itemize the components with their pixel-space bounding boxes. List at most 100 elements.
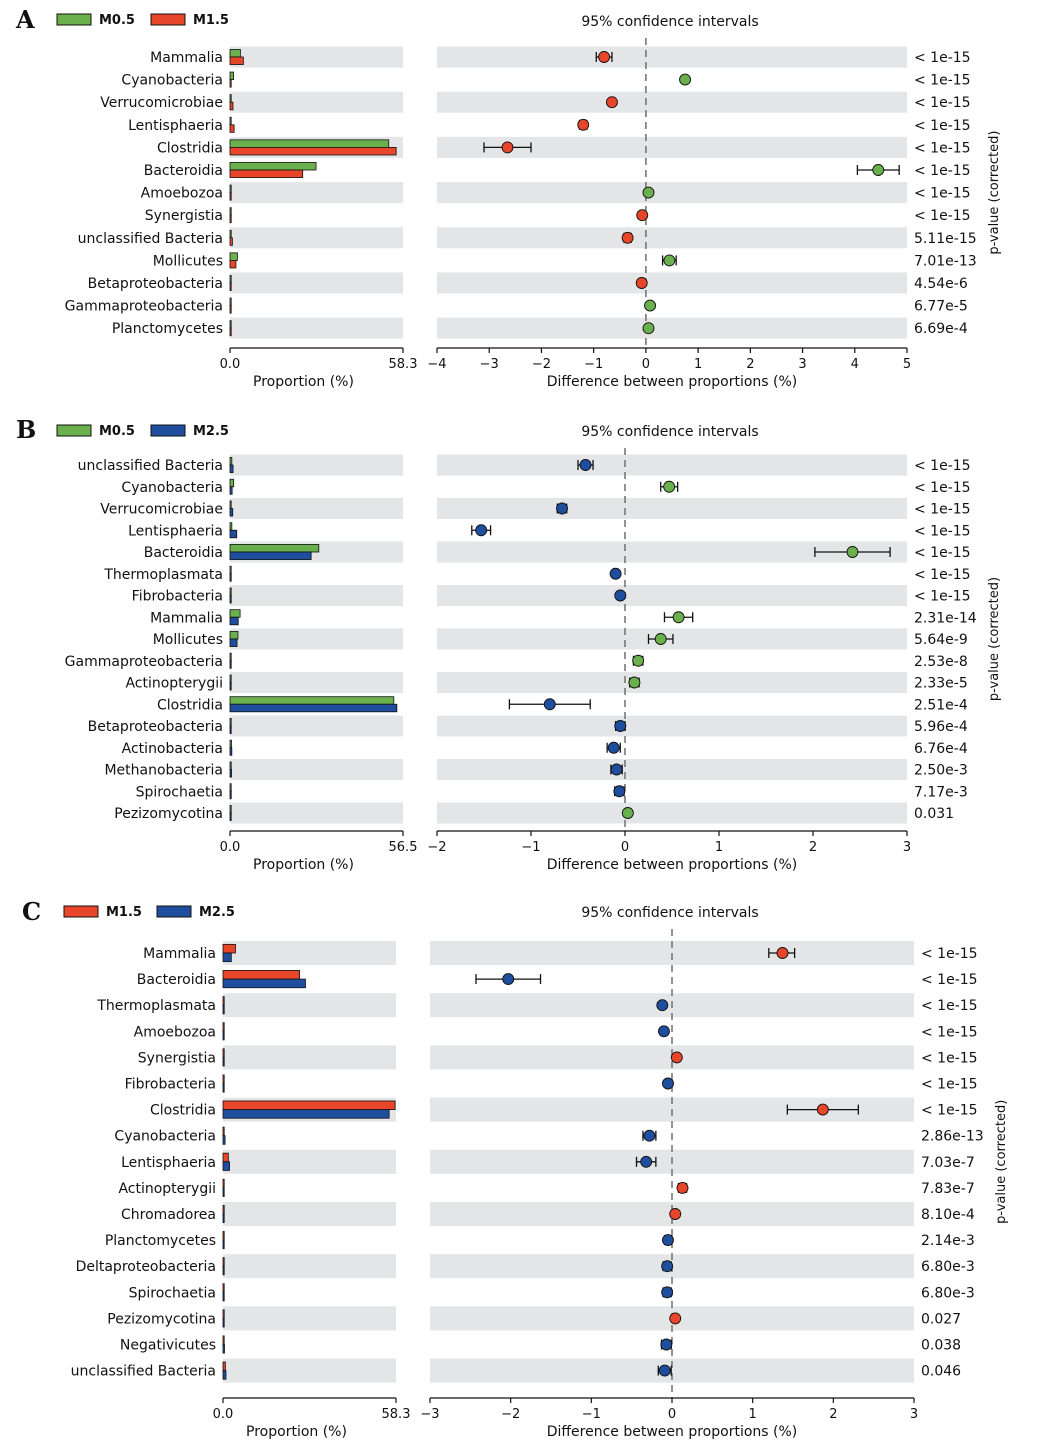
bar-group2 — [229, 660, 232, 669]
row-band-left — [230, 272, 403, 294]
panel-b: B M0.5 M2.5 95% confidence intervals unclass… — [16, 415, 1002, 873]
difference-tick-label: −4 — [427, 357, 446, 372]
bar-group1 — [222, 1022, 225, 1032]
diff-point — [579, 459, 592, 471]
pvalue-label: < 1e-15 — [914, 589, 971, 605]
diff-point — [621, 807, 634, 819]
bar-group2 — [229, 169, 304, 178]
bar-group1 — [229, 116, 232, 126]
pvalue-label: < 1e-15 — [921, 1077, 978, 1093]
pvalue-label: 2.86e-13 — [921, 1129, 984, 1145]
bar-group1 — [222, 1126, 225, 1137]
difference-tick-label: 3 — [903, 840, 911, 855]
row-band-left — [223, 1202, 396, 1226]
pvalue-label: < 1e-15 — [914, 140, 971, 156]
bar-group2 — [222, 1344, 225, 1354]
pvalue-label: 0.027 — [921, 1311, 961, 1327]
panel-letter: A — [15, 5, 35, 34]
difference-tick-label: 4 — [851, 357, 859, 372]
proportion-axis-title: Proportion (%) — [253, 374, 354, 390]
row-band-left — [223, 1149, 396, 1174]
row-band-left — [230, 227, 403, 249]
bar-group2 — [222, 1187, 225, 1197]
row-band-right — [437, 91, 907, 113]
pvalue-label: < 1e-15 — [914, 480, 971, 496]
panel-a: A M0.5 M1.5 95% confidence intervals Mammali… — [15, 5, 1002, 390]
pvalue-label: < 1e-15 — [921, 972, 978, 988]
category-label: Synergistia — [145, 208, 223, 224]
row-band-left — [230, 498, 403, 519]
bar-group1 — [229, 457, 233, 466]
pvalue-label: 5.11e-15 — [914, 231, 977, 247]
row-band-right — [437, 136, 907, 158]
pvalue-label: 6.69e-4 — [914, 321, 968, 337]
bar-group1 — [222, 1048, 225, 1058]
row-band-right — [437, 802, 907, 824]
diff-point — [543, 698, 556, 711]
category-label: Amoebozoa — [134, 1024, 216, 1040]
diff-point — [577, 118, 590, 131]
legend-label-1: M0.5 — [99, 13, 135, 28]
bar-group1 — [222, 1335, 225, 1345]
pvalue-label: < 1e-15 — [914, 502, 971, 518]
proportion-tick-label: 0.0 — [213, 1407, 234, 1422]
bar-group1 — [229, 207, 232, 216]
pvalue-label: 6.77e-5 — [914, 299, 968, 315]
bar-group2 — [229, 259, 237, 269]
legend-swatch-1 — [63, 905, 99, 918]
row-band-left — [230, 628, 403, 650]
bar-group1 — [229, 478, 235, 488]
category-label: Betaproteobacteria — [88, 276, 223, 292]
difference-tick-label: 3 — [798, 357, 806, 372]
bar-group1 — [229, 71, 234, 81]
row-band-left — [230, 802, 403, 824]
bar-group2 — [229, 790, 232, 800]
difference-tick-label: 3 — [910, 1407, 918, 1422]
diff-point — [613, 785, 626, 798]
bar-group1 — [229, 718, 232, 727]
row-band-left — [223, 993, 396, 1018]
category-label: Deltaproteobacteria — [76, 1259, 216, 1275]
bar-group2 — [222, 1030, 225, 1041]
bar-group1 — [229, 94, 232, 103]
row-band-right — [437, 454, 907, 476]
pvalue-label: 6.80e-3 — [921, 1259, 975, 1275]
category-label: Verrucomicrobiae — [100, 95, 223, 111]
difference-tick-label: 1 — [694, 357, 702, 372]
bar-group2 — [222, 978, 306, 989]
diff-point — [679, 73, 692, 86]
pvalue-label: 2.33e-5 — [914, 676, 968, 692]
diff-point — [662, 1077, 674, 1090]
diff-point — [502, 973, 515, 986]
category-label: unclassified Bacteria — [71, 1364, 216, 1380]
bar-group1 — [222, 1283, 225, 1293]
category-label: Lentisphaeria — [121, 1155, 216, 1171]
row-band-left — [223, 941, 396, 965]
category-label: Clostridia — [150, 1103, 216, 1119]
row-band-left — [230, 585, 403, 606]
bar-group2 — [222, 1057, 225, 1067]
diff-point — [654, 633, 667, 645]
proportion-tick-label: 56.5 — [389, 840, 418, 855]
bar-group2 — [229, 79, 232, 88]
category-label: Thermoplasmata — [96, 998, 216, 1014]
bar-group2 — [229, 573, 232, 582]
pvalue-axis-title: p-value (corrected) — [994, 1100, 1009, 1224]
diff-point — [846, 546, 859, 558]
bar-group2 — [229, 595, 232, 604]
proportion-axis-title: Proportion (%) — [253, 857, 354, 873]
category-label: Mollicutes — [153, 632, 223, 648]
difference-tick-label: −2 — [532, 357, 551, 372]
bar-group1 — [229, 761, 232, 770]
category-label: unclassified Bacteria — [78, 231, 223, 247]
bar-group1 — [229, 739, 232, 749]
bar-group1 — [229, 587, 232, 596]
bar-group1 — [229, 696, 395, 705]
bar-group1 — [229, 252, 238, 261]
pvalue-label: < 1e-15 — [914, 523, 971, 539]
pvalue-label: 7.83e-7 — [921, 1181, 975, 1197]
bar-group1 — [229, 275, 232, 284]
diff-point — [640, 1155, 653, 1168]
difference-tick-label: −1 — [582, 1407, 601, 1422]
difference-tick-label: 1 — [749, 1407, 757, 1422]
